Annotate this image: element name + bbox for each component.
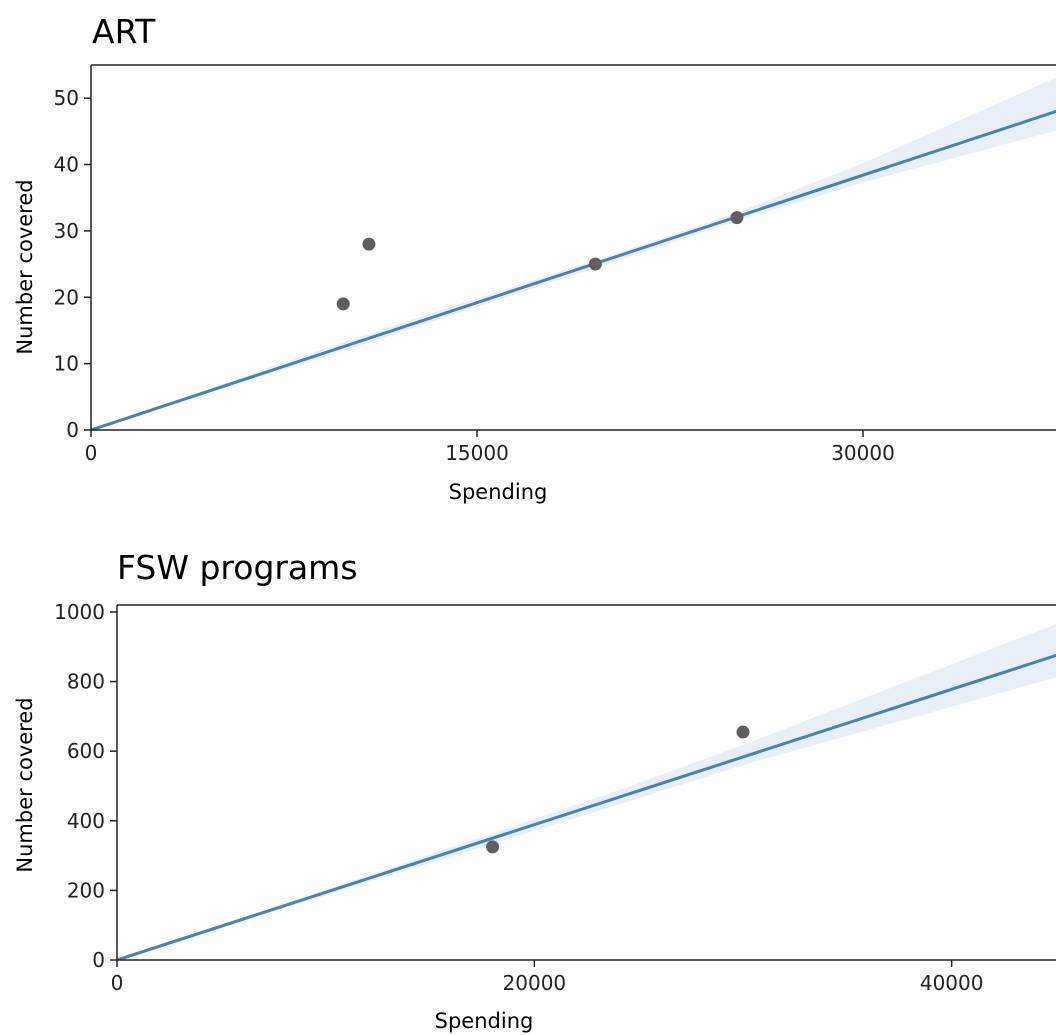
plot-area-art: 0 15000 30000 0 10 20 30 40 50 [54, 64, 1056, 465]
plot-content [117, 624, 1056, 960]
regression-line [91, 109, 1056, 430]
y-tick-label: 0 [92, 948, 105, 972]
plot-area-fsw-programs: 0 20000 40000 0 200 400 600 800 1000 [54, 600, 1056, 995]
x-tick-label: 20000 [503, 971, 567, 995]
x-tick-label: 15000 [445, 441, 509, 465]
data-point [588, 257, 602, 271]
regression-line [117, 653, 1056, 960]
y-tick-label: 30 [54, 219, 79, 243]
x-axis-label: Spending [435, 1009, 534, 1033]
chart-title: FSW programs [117, 548, 358, 587]
y-axis-label: Number covered [13, 179, 37, 354]
x-axis-label: Spending [449, 480, 548, 504]
y-tick-label: 40 [54, 153, 79, 177]
data-point [736, 725, 750, 739]
data-point [336, 297, 350, 311]
y-tick-label: 800 [67, 670, 105, 694]
x-tick-label: 40000 [920, 971, 984, 995]
y-axis-label: Number covered [13, 697, 37, 872]
y-tick-label: 50 [54, 86, 79, 110]
y-tick-label: 200 [67, 878, 105, 902]
x-tick-label: 30000 [831, 441, 895, 465]
data-point [486, 840, 500, 854]
data-point [730, 211, 744, 225]
x-tick-label: 0 [85, 441, 98, 465]
plot-content [91, 77, 1056, 430]
data-point [362, 237, 376, 251]
y-tick-label: 400 [67, 809, 105, 833]
chart-panel-art: ART 0 15000 30000 0 10 20 30 40 50 Spending Numb… [13, 12, 1056, 504]
y-tick-label: 20 [54, 285, 79, 309]
y-tick-label: 10 [54, 352, 79, 376]
chart-title: ART [92, 12, 156, 51]
y-tick-label: 1000 [54, 600, 105, 624]
x-tick-label: 0 [111, 971, 124, 995]
y-tick-label: 600 [67, 739, 105, 763]
chart-panel-fsw-programs: FSW programs 0 20000 40000 0 200 400 600 800 100… [13, 548, 1056, 1033]
y-tick-label: 0 [66, 418, 79, 442]
